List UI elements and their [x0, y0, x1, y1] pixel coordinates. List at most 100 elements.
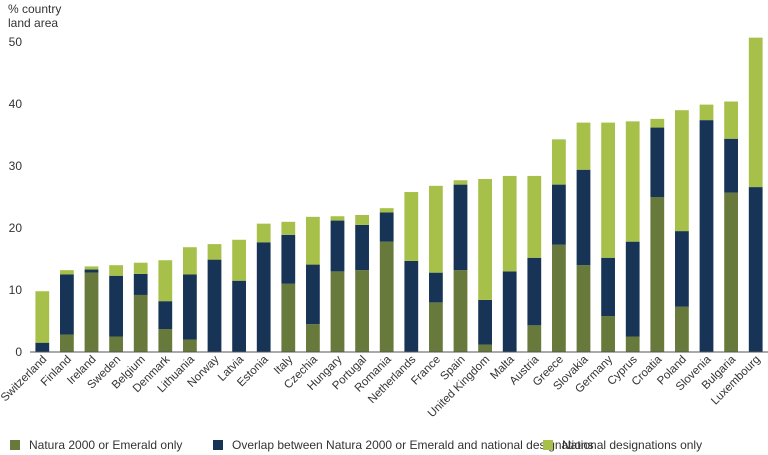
- bar-segment: [133, 273, 148, 295]
- bar-segment: [478, 179, 492, 300]
- bar-segment: [552, 184, 566, 245]
- bar-segment: [527, 175, 542, 258]
- bar-segment: [404, 260, 419, 352]
- legend: Natura 2000 or Emerald only Overlap betwe…: [0, 438, 768, 455]
- bar-segment: [675, 110, 689, 232]
- bar-segment: [724, 138, 738, 193]
- legend-item: National designations only: [543, 438, 702, 452]
- bar-segment: [601, 122, 615, 258]
- bar-segment: [724, 192, 738, 352]
- bar-segment: [527, 257, 542, 326]
- bar-segment: [256, 223, 271, 243]
- bar-segment: [576, 265, 591, 352]
- bar-segment: [576, 122, 591, 170]
- bar-segment: [724, 101, 738, 139]
- bar-segment: [527, 325, 542, 352]
- bar-segment: [379, 212, 394, 242]
- bar-segment: [207, 259, 222, 352]
- bar-segment: [650, 127, 665, 197]
- bar-segment: [158, 260, 173, 302]
- bar-segment: [158, 329, 173, 352]
- y-tick-label: 40: [9, 97, 23, 111]
- bar-segment: [552, 244, 566, 352]
- legend-swatch: [10, 440, 20, 450]
- bar-segment: [453, 184, 468, 271]
- bar-segment: [232, 280, 246, 352]
- bar-segment: [429, 272, 443, 303]
- bar-segment: [355, 214, 369, 225]
- bar-segment: [502, 175, 517, 272]
- y-tick-label: 20: [9, 221, 23, 235]
- bar-segment: [84, 266, 99, 270]
- bar-segment: [699, 120, 714, 353]
- bar-segment: [625, 336, 640, 352]
- y-tick-label: 10: [9, 283, 23, 297]
- bar-segment: [675, 306, 689, 352]
- bar-segment: [330, 271, 345, 352]
- bar-segment: [183, 339, 197, 352]
- bar-segment: [109, 336, 123, 352]
- bar-segment: [84, 269, 99, 273]
- bar-segment: [60, 334, 74, 352]
- bar-segment: [478, 299, 492, 345]
- bar-segment: [355, 224, 369, 271]
- bar-segment: [183, 247, 197, 275]
- bar-segment: [306, 264, 320, 325]
- bar-segment: [601, 316, 615, 352]
- bar-segment: [625, 241, 640, 337]
- bar-segment: [256, 242, 271, 352]
- bar-segment: [355, 270, 369, 352]
- bar-segment: [429, 302, 443, 352]
- legend-label: National designations only: [562, 438, 703, 452]
- bar-segment: [281, 221, 296, 235]
- bar-segment: [232, 239, 246, 281]
- bar-segment: [84, 272, 99, 352]
- bar-segment: [158, 301, 173, 330]
- bar-segment: [133, 262, 148, 274]
- y-tick-label: 50: [9, 35, 23, 49]
- bar-segment: [478, 344, 492, 352]
- bar-segment: [675, 231, 689, 307]
- legend-item: Overlap between Natura 2000 or Emerald a…: [213, 438, 594, 452]
- bar-segment: [429, 185, 443, 273]
- bar-segment: [552, 139, 566, 185]
- y-tick-label: 0: [15, 345, 22, 359]
- bar-segment: [133, 294, 148, 352]
- bar-segment: [502, 271, 517, 352]
- bar-segment: [576, 169, 591, 266]
- bar-segment: [404, 192, 419, 261]
- bar-segment: [379, 241, 394, 352]
- y-axis-label-line1: % country: [8, 2, 61, 16]
- legend-swatch: [543, 440, 553, 450]
- bar-segment: [281, 234, 296, 284]
- legend-swatch: [213, 440, 223, 450]
- bar-segment: [748, 37, 763, 188]
- bar-segment: [601, 257, 615, 317]
- bar-segment: [60, 274, 74, 335]
- bar-segment: [306, 216, 320, 265]
- legend-item: Natura 2000 or Emerald only: [10, 438, 182, 452]
- bar-segment: [183, 274, 197, 340]
- legend-label: Natura 2000 or Emerald only: [29, 438, 183, 452]
- bar-segment: [330, 216, 345, 221]
- bar-segment: [330, 220, 345, 272]
- legend-label: Overlap between Natura 2000 or Emerald a…: [232, 438, 594, 452]
- bar-segment: [281, 283, 296, 352]
- bar-segment: [306, 324, 320, 352]
- bar-segment: [109, 265, 123, 276]
- bar-segment: [60, 270, 74, 275]
- bar-segment: [35, 291, 50, 343]
- bar-segment: [625, 121, 640, 242]
- bar-segment: [453, 180, 468, 185]
- y-axis-label-line2: land area: [8, 16, 58, 30]
- y-tick-label: 30: [9, 159, 23, 173]
- bar-segment: [650, 197, 665, 352]
- bar-segment: [650, 118, 665, 128]
- bar-segment: [35, 342, 50, 352]
- bar-segment: [379, 208, 394, 213]
- bar-segment: [453, 270, 468, 352]
- bar-segment: [699, 104, 714, 121]
- bar-segment: [748, 187, 763, 352]
- bar-segment: [207, 244, 222, 260]
